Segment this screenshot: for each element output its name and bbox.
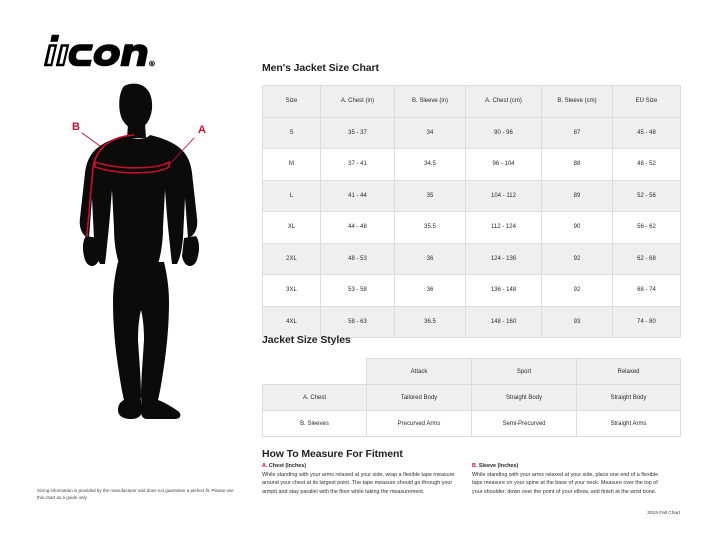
cell-sleeve-cm: 90 xyxy=(541,211,613,244)
col-header-size: Size xyxy=(262,85,321,118)
disclaimer-text: Sizing information is provided by the ma… xyxy=(37,488,234,500)
cell-eu-size: 56 - 62 xyxy=(612,211,681,244)
cell-chest-cm: 90 - 96 xyxy=(465,116,542,149)
styles-row-label: A. Chest xyxy=(262,384,367,411)
fitment-chest-heading-text: Chest (Inches) xyxy=(268,463,307,469)
styles-cell-attack: Precurved Arms xyxy=(366,410,472,437)
table-row: S 35 - 37 34 90 - 96 87 45 - 48 xyxy=(262,116,681,149)
styles-header-row: Attack Sport Relaxed xyxy=(262,358,681,385)
cell-eu-size: 62 - 68 xyxy=(612,242,681,275)
size-chart-table: Size A. Chest (in) B. Sleeve (in) A. Che… xyxy=(262,85,681,338)
svg-text:R: R xyxy=(151,62,154,66)
cell-chest-cm: 112 - 124 xyxy=(465,211,542,244)
fitment-sleeve-heading: B. Sleeve (Inches) xyxy=(472,463,668,469)
cell-size: 2XL xyxy=(262,242,321,275)
right-panel: Men's Jacket Size Chart Size A. Chest (i… xyxy=(262,0,681,540)
styles-corner-cell xyxy=(262,358,367,385)
styles-cell-relaxed: Straight Arms xyxy=(576,410,681,437)
cell-size: M xyxy=(262,148,321,181)
jacket-size-styles-table: Attack Sport Relaxed A. Chest Tailored B… xyxy=(262,358,681,437)
cell-sleeve-cm: 89 xyxy=(541,179,613,212)
cell-chest-in: 35 - 37 xyxy=(320,116,395,149)
fitment-sleeve-letter: B. xyxy=(472,463,478,469)
fitment-columns: A. Chest (Inches) While standing with yo… xyxy=(262,463,680,497)
fitment-title: How To Measure For Fitment xyxy=(262,448,403,460)
how-to-measure-section: How To Measure For Fitment A. Chest (Inc… xyxy=(262,448,680,497)
size-chart-table-wrapper: Size A. Chest (in) B. Sleeve (in) A. Che… xyxy=(262,85,681,338)
cell-size: S xyxy=(262,116,321,149)
fitment-sleeve-body: While standing with your arms relaxed at… xyxy=(472,471,659,496)
col-header-chest-cm: A. Chest (cm) xyxy=(465,85,542,118)
fitment-item-chest: A. Chest (Inches) While standing with yo… xyxy=(262,463,458,497)
fitment-sleeve-heading-text: Sleeve (Inches) xyxy=(478,463,519,469)
table-row: L 41 - 44 35 104 - 112 89 52 - 56 xyxy=(262,179,681,212)
styles-cell-attack: Tailored Body xyxy=(366,384,472,411)
table-row: 4XL 58 - 63 36.5 148 - 160 93 74 - 80 xyxy=(262,305,681,338)
col-header-chest-in: A. Chest (in) xyxy=(320,85,395,118)
cell-eu-size: 74 - 80 xyxy=(612,305,681,338)
fitment-chest-heading: A. Chest (Inches) xyxy=(262,463,458,469)
col-header-eu-size: EU Size xyxy=(612,85,681,118)
cell-sleeve-in: 35.5 xyxy=(394,211,466,244)
styles-cell-sport: Semi-Precurved xyxy=(471,410,577,437)
cell-sleeve-in: 36.5 xyxy=(394,305,466,338)
cell-sleeve-cm: 88 xyxy=(541,148,613,181)
styles-col-sport: Sport xyxy=(471,358,577,385)
fitment-chest-letter: A. xyxy=(262,463,268,469)
cell-sleeve-in: 36 xyxy=(394,242,466,275)
col-header-sleeve-in: B. Sleeve (in) xyxy=(394,85,466,118)
table-row: M 37 - 41 34.5 96 - 104 88 48 - 52 xyxy=(262,148,681,181)
styles-row-label: B. Sleeves xyxy=(262,410,367,437)
cell-size: XL xyxy=(262,211,321,244)
col-header-sleeve-cm: B. Sleeve (cm) xyxy=(541,85,613,118)
cell-sleeve-cm: 93 xyxy=(541,305,613,338)
cell-chest-in: 58 - 63 xyxy=(320,305,395,338)
icon-brand-logo: R xyxy=(34,28,158,72)
cell-size: 4XL xyxy=(262,305,321,338)
table-row: 2XL 48 - 53 36 124 - 136 92 62 - 68 xyxy=(262,242,681,275)
cell-eu-size: 68 - 74 xyxy=(612,274,681,307)
left-panel: R xyxy=(0,0,250,540)
table-row: 3XL 53 - 58 36 136 - 148 92 68 - 74 xyxy=(262,274,681,307)
styles-title: Jacket Size Styles xyxy=(262,334,351,346)
cell-sleeve-in: 34 xyxy=(394,116,466,149)
cell-sleeve-cm: 92 xyxy=(541,242,613,275)
cell-sleeve-cm: 87 xyxy=(541,116,613,149)
chart-edition-label: 2019 Fall Chart xyxy=(647,511,680,516)
cell-sleeve-cm: 92 xyxy=(541,274,613,307)
cell-chest-cm: 124 - 136 xyxy=(465,242,542,275)
cell-chest-cm: 96 - 104 xyxy=(465,148,542,181)
cell-sleeve-in: 35 xyxy=(394,179,466,212)
size-chart-title: Men's Jacket Size Chart xyxy=(262,62,379,74)
styles-col-relaxed: Relaxed xyxy=(576,358,681,385)
cell-size: 3XL xyxy=(262,274,321,307)
styles-cell-sport: Straight Body xyxy=(471,384,577,411)
cell-sleeve-in: 34.5 xyxy=(394,148,466,181)
cell-size: L xyxy=(262,179,321,212)
table-row: A. Chest Tailored Body Straight Body Str… xyxy=(262,384,681,411)
fitment-item-sleeve: B. Sleeve (Inches) While standing with y… xyxy=(472,463,668,497)
cell-eu-size: 48 - 52 xyxy=(612,148,681,181)
marker-label-b: B xyxy=(72,121,80,133)
table-row: XL 44 - 48 35.5 112 - 124 90 56 - 62 xyxy=(262,211,681,244)
cell-chest-in: 53 - 58 xyxy=(320,274,395,307)
cell-chest-cm: 148 - 160 xyxy=(465,305,542,338)
styles-col-attack: Attack xyxy=(366,358,472,385)
cell-chest-cm: 136 - 148 xyxy=(465,274,542,307)
cell-chest-in: 41 - 44 xyxy=(320,179,395,212)
size-chart-header-row: Size A. Chest (in) B. Sleeve (in) A. Che… xyxy=(262,85,681,118)
cell-sleeve-in: 36 xyxy=(394,274,466,307)
fitment-chest-body: While standing with your arms relaxed at… xyxy=(262,471,455,496)
cell-chest-cm: 104 - 112 xyxy=(465,179,542,212)
table-row: B. Sleeves Precurved Arms Semi-Precurved… xyxy=(262,410,681,437)
body-measurement-figure: A B xyxy=(48,78,234,423)
cell-eu-size: 45 - 48 xyxy=(612,116,681,149)
cell-chest-in: 37 - 41 xyxy=(320,148,395,181)
styles-cell-relaxed: Straight Body xyxy=(576,384,681,411)
styles-table-wrapper: Attack Sport Relaxed A. Chest Tailored B… xyxy=(262,358,681,437)
marker-label-a: A xyxy=(198,124,206,136)
cell-chest-in: 44 - 48 xyxy=(320,211,395,244)
cell-chest-in: 48 - 53 xyxy=(320,242,395,275)
cell-eu-size: 52 - 56 xyxy=(612,179,681,212)
